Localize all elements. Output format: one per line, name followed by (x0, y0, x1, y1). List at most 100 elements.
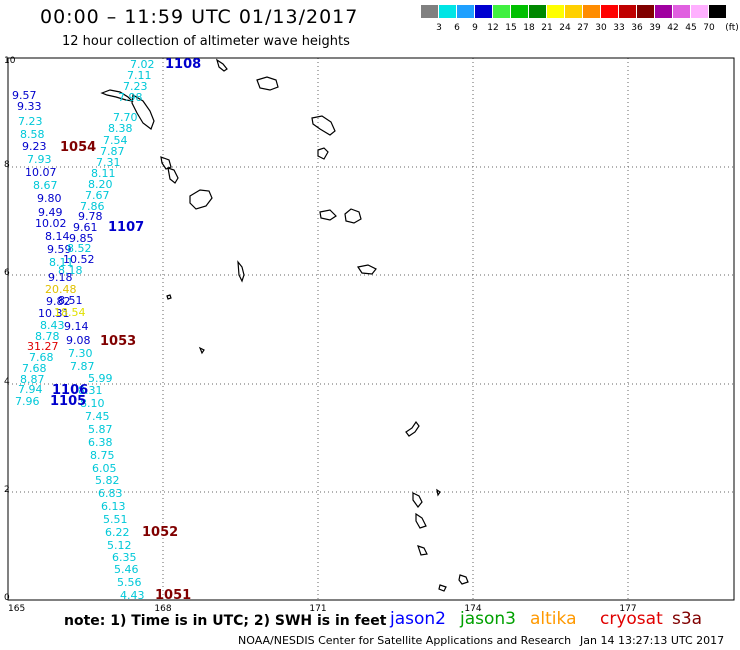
legend-swatch (619, 5, 637, 18)
wave-height-label: 31.27 (27, 340, 59, 353)
wave-height-label: 7.23 (123, 80, 148, 93)
wave-height-label: 9.61 (73, 221, 98, 234)
pass-id-label: 1053 (100, 334, 136, 349)
island-outline (436, 488, 441, 497)
legend-swatch (601, 5, 619, 18)
legend-swatch (529, 5, 547, 18)
latitude-tick: 6 (4, 268, 10, 278)
wave-height-label: 6.13 (101, 500, 126, 513)
legend-swatch (457, 5, 475, 18)
pass-id-label: 1052 (142, 525, 178, 540)
island-outlines (100, 58, 469, 592)
wave-height-label: 7.30 (68, 347, 93, 360)
island-outline (415, 512, 427, 529)
wave-height-label: 10.02 (35, 217, 67, 230)
wave-height-label: 5.12 (107, 539, 132, 552)
wave-height-label: 7.87 (100, 145, 125, 158)
legend-label: 12 (487, 23, 499, 33)
wave-height-label: 8.20 (88, 178, 113, 191)
legend-label: 24 (559, 23, 571, 33)
wave-height-label: 7.87 (70, 360, 95, 373)
latitude-tick: 8 (4, 160, 10, 170)
island-outline (237, 260, 245, 283)
wave-height-label: 8.51 (58, 294, 83, 307)
legend-swatch (583, 5, 601, 18)
wave-height-label: 8.31 (78, 384, 103, 397)
wave-height-label: 7.31 (96, 156, 121, 169)
wave-height-label: 10.52 (63, 253, 95, 266)
wave-height-label: 8.11 (49, 256, 74, 269)
wave-height-label: 6.22 (105, 526, 130, 539)
legend-label: 30 (595, 23, 607, 33)
credit-text: NOAA/NESDIS Center for Satellite Applica… (238, 634, 572, 647)
wave-height-label: 8.78 (35, 330, 60, 343)
island-outline (405, 420, 420, 437)
wave-height-label: 8.18 (58, 264, 83, 277)
legend-swatch (565, 5, 583, 18)
legend-swatch (439, 5, 457, 18)
wave-height-label: 9.14 (64, 320, 89, 333)
wave-height-label: 7.23 (18, 115, 43, 128)
pass-id-label: 1108 (165, 57, 201, 72)
longitude-tick: 174 (464, 604, 481, 614)
map-title: 00:00 – 11:59 UTC 01/13/2017 (40, 6, 359, 28)
island-outline (412, 492, 423, 508)
wave-height-label: 8.58 (20, 128, 45, 141)
island-outline (458, 574, 469, 585)
wave-height-label: 7.98 (118, 91, 143, 104)
island-outline (167, 167, 179, 184)
wave-height-label: 10.31 (38, 307, 70, 320)
wave-height-label: 8.52 (67, 242, 92, 255)
wave-height-label: 9.82 (46, 295, 71, 308)
map-frame (7, 57, 735, 601)
wave-height-label: 7.45 (85, 410, 110, 423)
legend-swatch (511, 5, 529, 18)
legend-units: (ft) (725, 23, 739, 33)
island-outline (311, 115, 336, 136)
wave-height-label: 9.59 (47, 243, 72, 256)
island-outline (131, 94, 155, 130)
wave-height-label: 9.49 (38, 206, 63, 219)
wave-height-label: 7.86 (80, 200, 105, 213)
wave-height-label: 6.35 (112, 551, 137, 564)
wave-height-label: 7.68 (29, 351, 54, 364)
satellite-jason3: jason3 (460, 609, 516, 629)
legend-label: 18 (523, 23, 535, 33)
island-outline (319, 209, 337, 221)
wave-height-label: 5.56 (117, 576, 142, 589)
longitude-tick: 165 (8, 604, 25, 614)
wave-height-label: 9.78 (78, 210, 103, 223)
map-subtitle: 12 hour collection of altimeter wave hei… (62, 34, 350, 49)
legend-swatch (673, 5, 691, 18)
legend-label: 3 (436, 23, 442, 33)
longitude-tick: 171 (309, 604, 326, 614)
legend-label: 45 (685, 23, 697, 33)
wave-height-label: 6.83 (98, 487, 123, 500)
longitude-tick: 177 (619, 604, 636, 614)
legend-label: 27 (577, 23, 589, 33)
pass-id-label: 1051 (155, 588, 191, 603)
pass-id-label: 1107 (108, 220, 144, 235)
legend-label: 36 (631, 23, 643, 33)
latitude-tick: 2 (4, 485, 10, 495)
island-outline (357, 264, 377, 275)
wave-height-label: 6.38 (88, 436, 113, 449)
wave-height-label: 6.05 (92, 462, 117, 475)
wave-height-label: 7.96 (15, 395, 40, 408)
legend-label: 70 (703, 23, 715, 33)
wave-height-label: 8.67 (33, 179, 58, 192)
legend-label: 42 (667, 23, 679, 33)
wave-height-label: 7.11 (127, 69, 152, 82)
wave-height-label: 5.51 (103, 513, 128, 526)
satellite-jason2: jason2 (390, 609, 446, 629)
wave-height-label: 7.70 (113, 111, 138, 124)
wave-height-label: 5.99 (88, 372, 113, 385)
legend-label: 15 (505, 23, 517, 33)
wave-height-label: 8.11 (91, 167, 116, 180)
wave-height-label: 8.43 (40, 319, 65, 332)
wave-height-label: 7.93 (27, 153, 52, 166)
wave-height-label: 9.18 (48, 271, 73, 284)
axis-ticks: 165 168 171 174 177 0 2 4 6 8 10 (4, 56, 637, 614)
legend-label: 21 (541, 23, 553, 33)
latitude-tick: 0 (4, 593, 10, 603)
